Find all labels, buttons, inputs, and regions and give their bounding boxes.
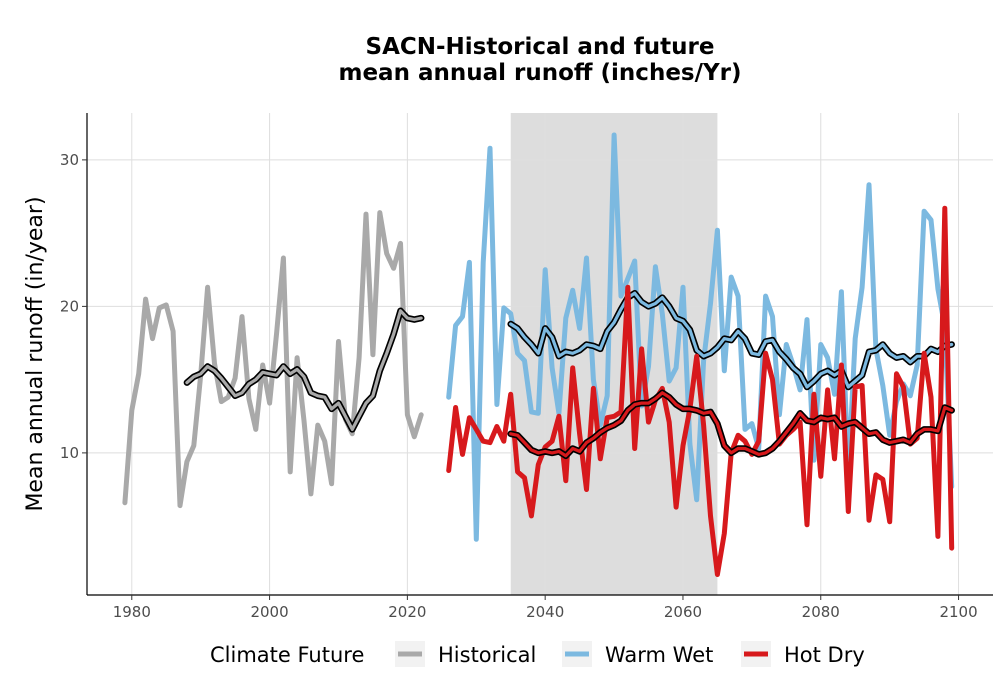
x-tick-label-2080: 2080 <box>802 603 840 621</box>
y-tick-label-30: 30 <box>60 151 79 169</box>
axes: 1980 2000 2020 2040 2060 2080 2100 10 20 30 <box>60 113 993 621</box>
legend-label-hot-dry: Hot Dry <box>784 643 865 667</box>
x-tick-label-2020: 2020 <box>388 603 426 621</box>
x-tick-label-2100: 2100 <box>939 603 977 621</box>
legend: Climate Future Historical Warm Wet Hot Dry <box>210 641 865 667</box>
x-tick-label-2040: 2040 <box>526 603 564 621</box>
x-tick-label-2000: 2000 <box>250 603 288 621</box>
series-line-historical-smooth <box>185 309 423 431</box>
series-line-warm-wet-smooth <box>509 291 954 389</box>
y-tick-label-20: 20 <box>60 297 79 315</box>
x-tick-label-2060: 2060 <box>664 603 702 621</box>
legend-title: Climate Future <box>210 643 364 667</box>
series-line-warm-wet <box>446 132 955 542</box>
series-line-hot-dry-smooth <box>509 391 954 458</box>
series-lines <box>122 132 955 577</box>
legend-label-historical: Historical <box>438 643 536 667</box>
chart-title-line-2: mean annual runoff (inches/Yr) <box>338 60 741 86</box>
chart-title-line-1: SACN-Historical and future <box>366 34 715 60</box>
x-tick-label-1980: 1980 <box>113 603 151 621</box>
series-line-historical <box>122 210 424 509</box>
series-line-hot-dry <box>446 205 955 577</box>
y-tick-label-10: 10 <box>60 444 79 462</box>
y-axis-title: Mean annual runoff (in/year) <box>23 196 48 511</box>
legend-label-warm-wet: Warm Wet <box>605 643 713 667</box>
